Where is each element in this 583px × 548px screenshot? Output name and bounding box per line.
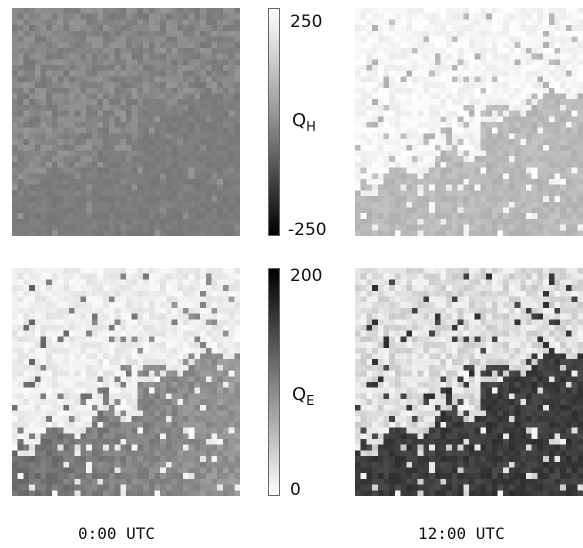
colorbar-qh-title: QH [292,110,316,135]
heatmap-qe-1200-canvas [355,268,583,496]
heatmap-qe-1200 [355,268,583,496]
colorbar-qh-max-label: 250 [290,12,323,32]
heatmap-qe-0000-canvas [12,268,240,496]
heatmap-qe-0000 [12,268,240,496]
heatmap-qh-1200-canvas [355,8,583,236]
heatmap-qh-0000-canvas [12,8,240,236]
colorbar-qh-min-label: -250 [288,220,327,240]
colorbar-qe-max-label: 200 [290,266,323,286]
colorbar-qe-title: QE [292,384,315,409]
time-label-right: 12:00 UTC [418,524,505,543]
colorbar-qe-min-label: 0 [290,480,301,500]
heatmap-qh-0000 [12,8,240,236]
colorbar-qe [268,268,280,496]
heatmap-qh-1200 [355,8,583,236]
time-label-left: 0:00 UTC [78,524,156,543]
colorbar-qh [268,8,280,236]
